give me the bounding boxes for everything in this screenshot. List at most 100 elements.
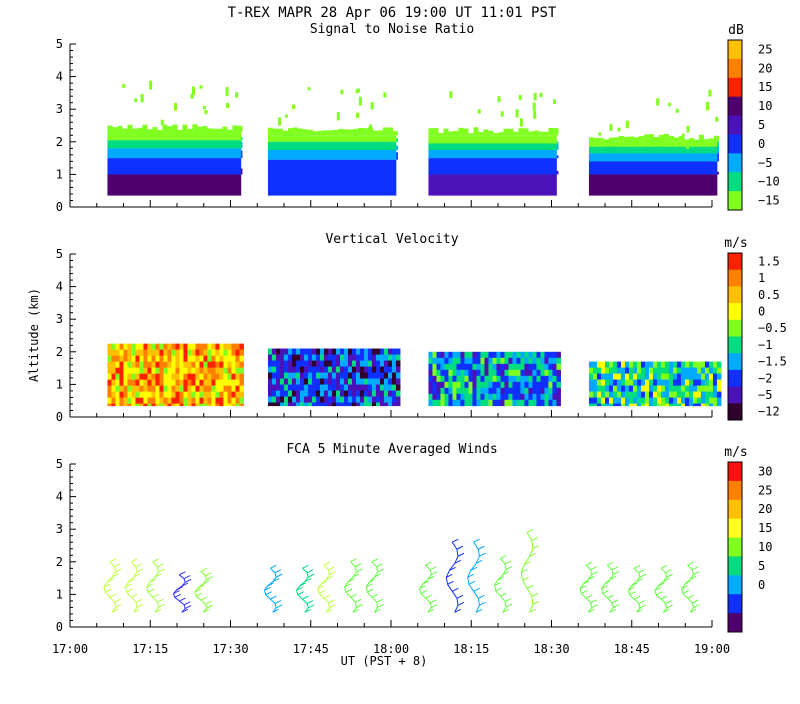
velocity-cell bbox=[167, 403, 172, 407]
velocity-cell bbox=[444, 393, 449, 401]
velocity-cell bbox=[351, 372, 357, 380]
velocity-cell bbox=[235, 349, 240, 357]
velocity-cell bbox=[323, 348, 329, 356]
velocity-cell bbox=[231, 361, 236, 369]
velocity-cell bbox=[307, 390, 313, 398]
velocity-cell bbox=[223, 373, 228, 381]
velocity-cell bbox=[275, 366, 281, 374]
velocity-cell bbox=[187, 355, 192, 363]
snr-speckle bbox=[715, 116, 719, 122]
velocity-cell bbox=[295, 384, 301, 392]
velocity-cell bbox=[167, 391, 172, 399]
velocity-cell bbox=[211, 361, 216, 369]
velocity-cell bbox=[195, 349, 200, 357]
velocity-cell bbox=[355, 402, 361, 407]
velocity-cell bbox=[484, 351, 489, 359]
velocity-cell bbox=[271, 402, 277, 407]
velocity-cell bbox=[516, 375, 521, 383]
wind-barb bbox=[505, 565, 513, 570]
snr-speckle bbox=[533, 110, 537, 119]
snr-texture bbox=[503, 128, 509, 136]
velocity-cell bbox=[187, 403, 192, 407]
wind-barb bbox=[376, 563, 383, 568]
velocity-cell bbox=[291, 360, 297, 368]
velocity-cell bbox=[612, 403, 618, 407]
velocity-cell bbox=[363, 402, 369, 407]
velocity-cell bbox=[155, 349, 160, 357]
velocity-cell bbox=[223, 367, 228, 375]
velocity-cell bbox=[652, 397, 658, 405]
velocity-cell bbox=[115, 385, 120, 393]
velocity-cell bbox=[387, 360, 393, 368]
velocity-cell bbox=[303, 366, 309, 374]
snr-texture bbox=[202, 125, 208, 133]
velocity-cell bbox=[468, 357, 473, 365]
velocity-cell bbox=[608, 373, 614, 381]
velocity-cell bbox=[588, 391, 594, 399]
velocity-cell bbox=[600, 391, 606, 399]
velocity-cell bbox=[552, 387, 557, 395]
wind-barb bbox=[350, 558, 357, 563]
velocity-cell bbox=[127, 397, 132, 405]
snr-texture bbox=[187, 128, 193, 133]
velocity-cell bbox=[323, 384, 329, 392]
wind-barb bbox=[274, 569, 282, 574]
snr-texture bbox=[292, 127, 298, 136]
wind-barb bbox=[470, 566, 478, 571]
velocity-cell bbox=[391, 384, 397, 392]
velocity-cell bbox=[315, 390, 321, 398]
velocity-cell bbox=[203, 373, 208, 381]
snr-speckle bbox=[278, 117, 282, 126]
snr-band bbox=[428, 135, 557, 144]
velocity-cell bbox=[672, 379, 678, 387]
velocity-cell bbox=[131, 403, 136, 407]
velocity-cell bbox=[355, 354, 361, 362]
velocity-cell bbox=[391, 390, 397, 398]
velocity-cell bbox=[540, 375, 545, 383]
wind-barb bbox=[454, 608, 461, 613]
wind-barb bbox=[184, 578, 192, 583]
velocity-cell bbox=[347, 402, 353, 407]
velocity-cell bbox=[151, 361, 156, 369]
velocity-cell bbox=[664, 361, 670, 369]
velocity-cell bbox=[604, 385, 610, 393]
velocity-cell bbox=[476, 357, 481, 365]
velocity-cell bbox=[520, 381, 525, 389]
velocity-cell bbox=[612, 361, 618, 369]
velocity-cell bbox=[496, 351, 501, 359]
wind-barb bbox=[693, 571, 700, 575]
snr-texture bbox=[122, 128, 128, 133]
wind-barb bbox=[425, 594, 432, 599]
velocity-cell bbox=[652, 403, 658, 407]
wind-barb bbox=[611, 599, 619, 604]
colorbar-swatch bbox=[728, 153, 742, 173]
colorbar-swatch bbox=[728, 594, 742, 614]
velocity-cell bbox=[219, 361, 224, 369]
velocity-cell bbox=[171, 355, 176, 363]
velocity-cell bbox=[287, 366, 293, 374]
velocity-cell bbox=[508, 363, 513, 371]
velocity-cell bbox=[359, 348, 365, 356]
velocity-cell bbox=[239, 397, 244, 405]
wind-barb bbox=[136, 603, 144, 608]
velocity-cell bbox=[452, 399, 457, 407]
velocity-cell bbox=[363, 366, 369, 374]
velocity-cell bbox=[171, 361, 176, 369]
velocity-cell bbox=[448, 387, 453, 395]
colorbar-label: −0.5 bbox=[758, 321, 787, 335]
velocity-cell bbox=[331, 390, 337, 398]
velocity-cell bbox=[676, 397, 682, 405]
velocity-cell bbox=[107, 349, 112, 357]
velocity-cell bbox=[496, 375, 501, 383]
wind-barb bbox=[655, 591, 663, 596]
wind-barb bbox=[307, 604, 315, 609]
velocity-cell bbox=[375, 396, 381, 404]
wind-barb bbox=[639, 604, 647, 609]
velocity-cell bbox=[363, 384, 369, 392]
velocity-cell bbox=[604, 367, 610, 375]
wind-barb bbox=[681, 585, 688, 590]
velocity-cell bbox=[123, 343, 128, 351]
velocity-cell bbox=[167, 367, 172, 375]
velocity-cell bbox=[119, 379, 124, 387]
